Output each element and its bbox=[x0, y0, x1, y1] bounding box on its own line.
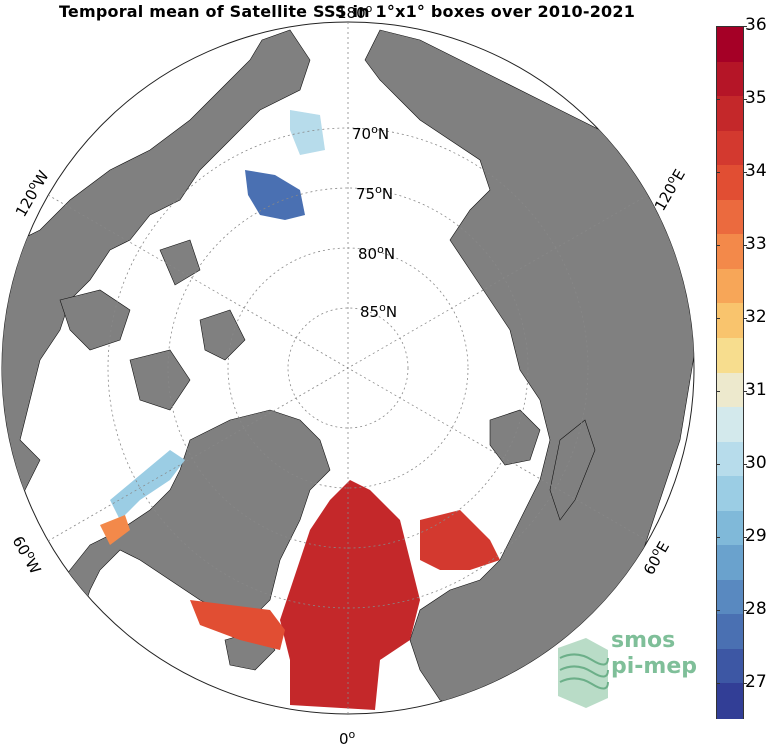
sss-beaufort-blue bbox=[245, 170, 305, 220]
colorbar-tick-label: 30 bbox=[745, 452, 767, 473]
colorbar-tick-mark-left bbox=[716, 98, 720, 100]
colorbar-segment bbox=[717, 510, 743, 546]
colorbar-segment bbox=[717, 268, 743, 304]
colorbar-tick-mark bbox=[743, 244, 747, 246]
figure-title: Temporal mean of Satellite SSS in 1°x1° … bbox=[58, 2, 636, 21]
colorbar-tick-mark bbox=[743, 171, 747, 173]
lon-label-bottom: 0o bbox=[339, 728, 356, 747]
colorbar-tick-mark-left bbox=[716, 463, 720, 465]
land-north-america bbox=[2, 29, 311, 521]
land-greenland bbox=[39, 409, 331, 641]
colorbar-segment bbox=[717, 234, 743, 270]
lon-label-120e: 120oE bbox=[649, 165, 689, 214]
colorbar-tick-label: 35 bbox=[745, 87, 767, 108]
sss-beaufort-light bbox=[290, 110, 325, 155]
sss-irminger bbox=[190, 600, 285, 650]
colorbar-segment bbox=[717, 27, 743, 63]
colorbar-tick-mark-left bbox=[716, 609, 720, 611]
colorbar-segment bbox=[717, 407, 743, 443]
smos-pimep-logo bbox=[558, 638, 609, 708]
colorbar-tick-mark bbox=[743, 536, 747, 538]
colorbar-tick-label: 27 bbox=[745, 671, 767, 692]
colorbar-segment bbox=[717, 648, 743, 685]
colorbar-tick-mark bbox=[743, 682, 747, 684]
graticule bbox=[47, 22, 649, 714]
lon-label-60w: 60oW bbox=[9, 532, 47, 577]
colorbar-tick-mark-left bbox=[716, 682, 720, 684]
colorbar-tick-mark bbox=[743, 463, 747, 465]
lat-label-85: 85oN bbox=[360, 301, 397, 321]
lat-label-75: 75oN bbox=[356, 183, 393, 203]
colorbar-tick-mark bbox=[743, 317, 747, 319]
colorbar-tick-mark bbox=[743, 609, 747, 611]
colorbar-segment bbox=[717, 199, 743, 235]
colorbar-segment bbox=[717, 683, 743, 719]
colorbar-segment bbox=[717, 614, 743, 650]
colorbar-segment bbox=[717, 61, 743, 97]
colorbar-tick-mark-left bbox=[716, 244, 720, 246]
colorbar-tick-mark-left bbox=[716, 317, 720, 319]
colorbar-tick-mark-left bbox=[716, 26, 720, 27]
colorbar-tick-label: 34 bbox=[745, 160, 767, 181]
colorbar-tick-label: 28 bbox=[745, 598, 767, 619]
colorbar-segment bbox=[717, 303, 743, 339]
colorbar-tick-mark-left bbox=[716, 536, 720, 538]
lat-label-70: 70oN bbox=[352, 123, 389, 143]
sss-nordic-seas bbox=[280, 480, 420, 710]
colorbar-tick-label: 31 bbox=[745, 379, 767, 400]
logo-text-smos: smos bbox=[611, 628, 676, 653]
colorbar-tick-mark bbox=[743, 390, 747, 392]
lon-labels: 180o 0o 120oW 60oW 120oE 60oE bbox=[9, 2, 689, 747]
lat-label-80: 80oN bbox=[358, 243, 395, 263]
colorbar-segment bbox=[717, 476, 743, 512]
sss-baffin bbox=[110, 450, 185, 520]
sss-baffin-edge bbox=[100, 515, 130, 545]
colorbar-segment bbox=[717, 165, 743, 201]
sss-barents bbox=[420, 510, 500, 570]
colorbar-segment bbox=[717, 441, 743, 477]
lon-label-top: 180o bbox=[337, 2, 373, 22]
logo-text-pimep: pi-mep bbox=[611, 654, 698, 679]
colorbar-tick-label: 33 bbox=[745, 233, 767, 254]
colorbar-tick-label: 36 bbox=[745, 15, 767, 35]
colorbar-segment bbox=[717, 372, 743, 408]
lat-labels: 70oN 75oN 80oN 85oN bbox=[352, 123, 397, 321]
colorbar-segment bbox=[717, 96, 743, 132]
colorbar bbox=[716, 26, 744, 719]
colorbar-segment bbox=[717, 579, 743, 615]
land-archipelago bbox=[59, 239, 246, 411]
colorbar-segment bbox=[717, 130, 743, 166]
colorbar-segment bbox=[717, 545, 743, 581]
colorbar-tick-mark bbox=[743, 98, 747, 100]
land-svalbard bbox=[489, 409, 541, 466]
colorbar-tick-mark-left bbox=[716, 390, 720, 392]
land-novaya-zemlya bbox=[549, 419, 596, 521]
colorbar-tick-label: 32 bbox=[745, 306, 767, 327]
colorbar-tick-label: 29 bbox=[745, 525, 767, 546]
colorbar-tick-mark-left bbox=[716, 171, 720, 173]
colorbar-tick-mark bbox=[743, 26, 747, 27]
colorbar-segment bbox=[717, 337, 743, 374]
